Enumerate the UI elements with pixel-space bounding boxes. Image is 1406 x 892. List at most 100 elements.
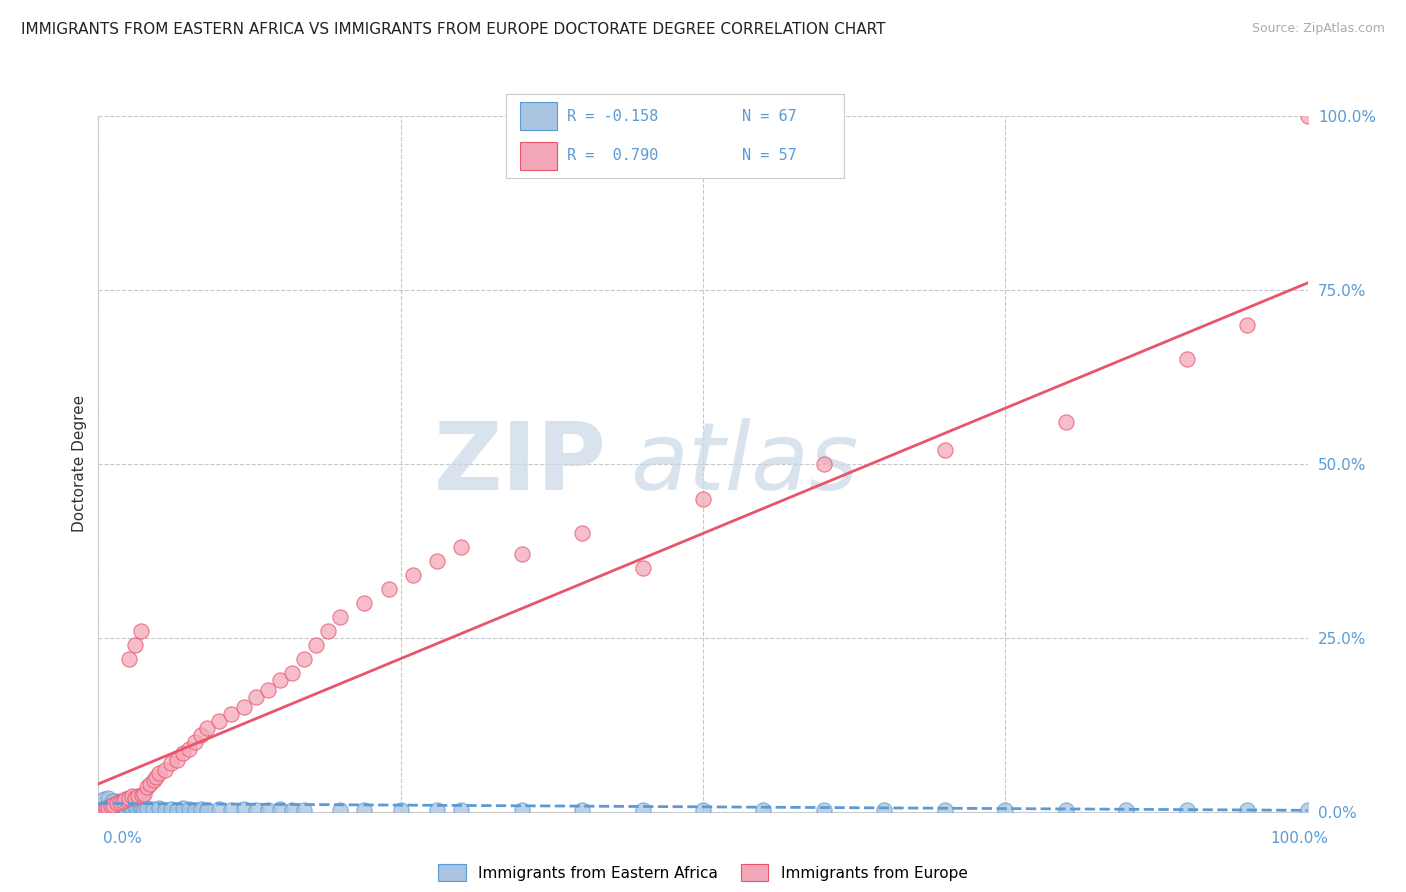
Point	[107, 799, 129, 814]
Point	[353, 803, 375, 817]
Point	[103, 798, 125, 813]
Point	[1054, 415, 1077, 429]
Point	[120, 797, 142, 812]
Text: R = -0.158: R = -0.158	[567, 109, 658, 124]
Point	[269, 673, 291, 687]
Point	[111, 797, 134, 811]
Point	[1175, 803, 1198, 817]
Point	[184, 735, 207, 749]
Point	[101, 800, 124, 814]
Point	[104, 801, 127, 815]
Point	[571, 526, 593, 541]
Point	[143, 773, 166, 788]
Point	[91, 803, 114, 817]
Point	[97, 800, 120, 814]
Point	[145, 770, 167, 784]
Point	[118, 790, 141, 805]
Point	[571, 803, 593, 817]
Point	[232, 700, 254, 714]
Point	[389, 803, 412, 817]
Point	[208, 714, 231, 729]
Point	[631, 803, 654, 817]
Point	[1175, 352, 1198, 367]
Point	[127, 802, 149, 816]
Point	[245, 690, 267, 704]
Point	[305, 638, 328, 652]
Point	[118, 799, 141, 814]
Point	[134, 788, 156, 801]
Point	[135, 780, 157, 795]
Point	[184, 803, 207, 817]
Point	[1236, 318, 1258, 332]
Point	[426, 803, 449, 817]
Point	[281, 803, 304, 817]
Text: N = 67: N = 67	[742, 109, 797, 124]
Text: 0.0%: 0.0%	[103, 831, 142, 846]
Point	[97, 790, 120, 805]
Point	[94, 801, 117, 815]
Point	[172, 801, 194, 815]
Point	[195, 803, 218, 817]
Point	[100, 799, 122, 814]
Point	[402, 568, 425, 582]
Point	[110, 801, 132, 815]
Point	[752, 803, 775, 817]
Bar	[520, 142, 557, 169]
Point	[208, 802, 231, 816]
Point	[100, 800, 122, 814]
Point	[160, 756, 183, 770]
Point	[131, 788, 153, 802]
Point	[256, 803, 278, 817]
Point	[934, 442, 956, 457]
Point	[139, 777, 162, 791]
Point	[813, 457, 835, 471]
Text: R =  0.790: R = 0.790	[567, 148, 658, 163]
Point	[450, 541, 472, 555]
Point	[97, 802, 120, 816]
Text: atlas: atlas	[630, 418, 859, 509]
Point	[692, 803, 714, 817]
Point	[153, 803, 176, 817]
Point	[813, 803, 835, 817]
Point	[93, 801, 115, 815]
Text: Source: ZipAtlas.com: Source: ZipAtlas.com	[1251, 22, 1385, 36]
Point	[128, 800, 150, 814]
Point	[281, 665, 304, 680]
Point	[124, 790, 146, 805]
Point	[316, 624, 339, 638]
Point	[142, 802, 165, 816]
Text: ZIP: ZIP	[433, 417, 606, 510]
Point	[329, 610, 352, 624]
Point	[329, 803, 352, 817]
Point	[692, 491, 714, 506]
Point	[148, 801, 170, 815]
Point	[101, 797, 124, 812]
Point	[129, 624, 152, 638]
Point	[221, 707, 243, 722]
Point	[426, 554, 449, 568]
Point	[153, 763, 176, 777]
Point	[510, 547, 533, 561]
Point	[269, 802, 291, 816]
Point	[179, 742, 201, 756]
Point	[1054, 803, 1077, 817]
Point	[121, 801, 143, 815]
Point	[118, 800, 141, 814]
Point	[1296, 109, 1319, 123]
Point	[118, 651, 141, 665]
Point	[135, 800, 157, 814]
Point	[179, 802, 201, 816]
Point	[124, 800, 146, 814]
Point	[934, 803, 956, 817]
Point	[131, 801, 153, 815]
Point	[105, 794, 128, 808]
Text: N = 57: N = 57	[742, 148, 797, 163]
Bar	[520, 103, 557, 130]
Point	[873, 803, 896, 817]
Legend: Immigrants from Eastern Africa, Immigrants from Europe: Immigrants from Eastern Africa, Immigran…	[432, 858, 974, 888]
Text: IMMIGRANTS FROM EASTERN AFRICA VS IMMIGRANTS FROM EUROPE DOCTORATE DEGREE CORREL: IMMIGRANTS FROM EASTERN AFRICA VS IMMIGR…	[21, 22, 886, 37]
Text: 100.0%: 100.0%	[1271, 831, 1329, 846]
Point	[994, 803, 1017, 817]
Point	[292, 651, 315, 665]
Point	[190, 728, 212, 742]
